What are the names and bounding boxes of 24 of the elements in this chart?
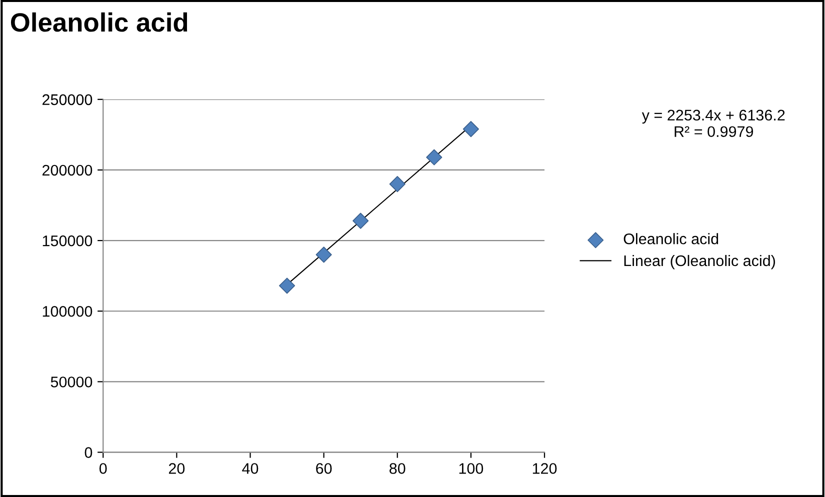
point	[279, 278, 296, 294]
point	[316, 246, 332, 263]
point	[389, 176, 406, 192]
x-tick-label: 100	[459, 463, 484, 474]
legend-label: Oleanolic acid	[624, 233, 718, 244]
chart-title: Oleanolic acid	[10, 12, 188, 32]
x-tick-label: 0	[99, 463, 107, 474]
x-tick-label: 60	[316, 463, 332, 474]
x-tick-label: 80	[390, 463, 406, 474]
x-tick-label: 120	[532, 463, 557, 474]
text: y = 2253.4x + 6136.2	[642, 110, 785, 124]
y-tick-label: 100000	[42, 306, 92, 317]
x-tick-label: 20	[168, 463, 185, 474]
x-tick-label: 40	[242, 463, 258, 474]
y-tick-label: 250000	[42, 94, 92, 106]
y-tick-label: 200000	[42, 164, 92, 176]
legend-label: Linear (Oleanolic acid)	[624, 254, 775, 270]
y-tick-label: 150000	[42, 235, 92, 246]
text: R² = 0.9979	[674, 126, 754, 138]
y-tick-label: 0	[84, 447, 92, 458]
point	[462, 121, 479, 138]
y-tick-label: 50000	[50, 376, 92, 388]
point	[352, 212, 369, 229]
point	[426, 149, 442, 166]
